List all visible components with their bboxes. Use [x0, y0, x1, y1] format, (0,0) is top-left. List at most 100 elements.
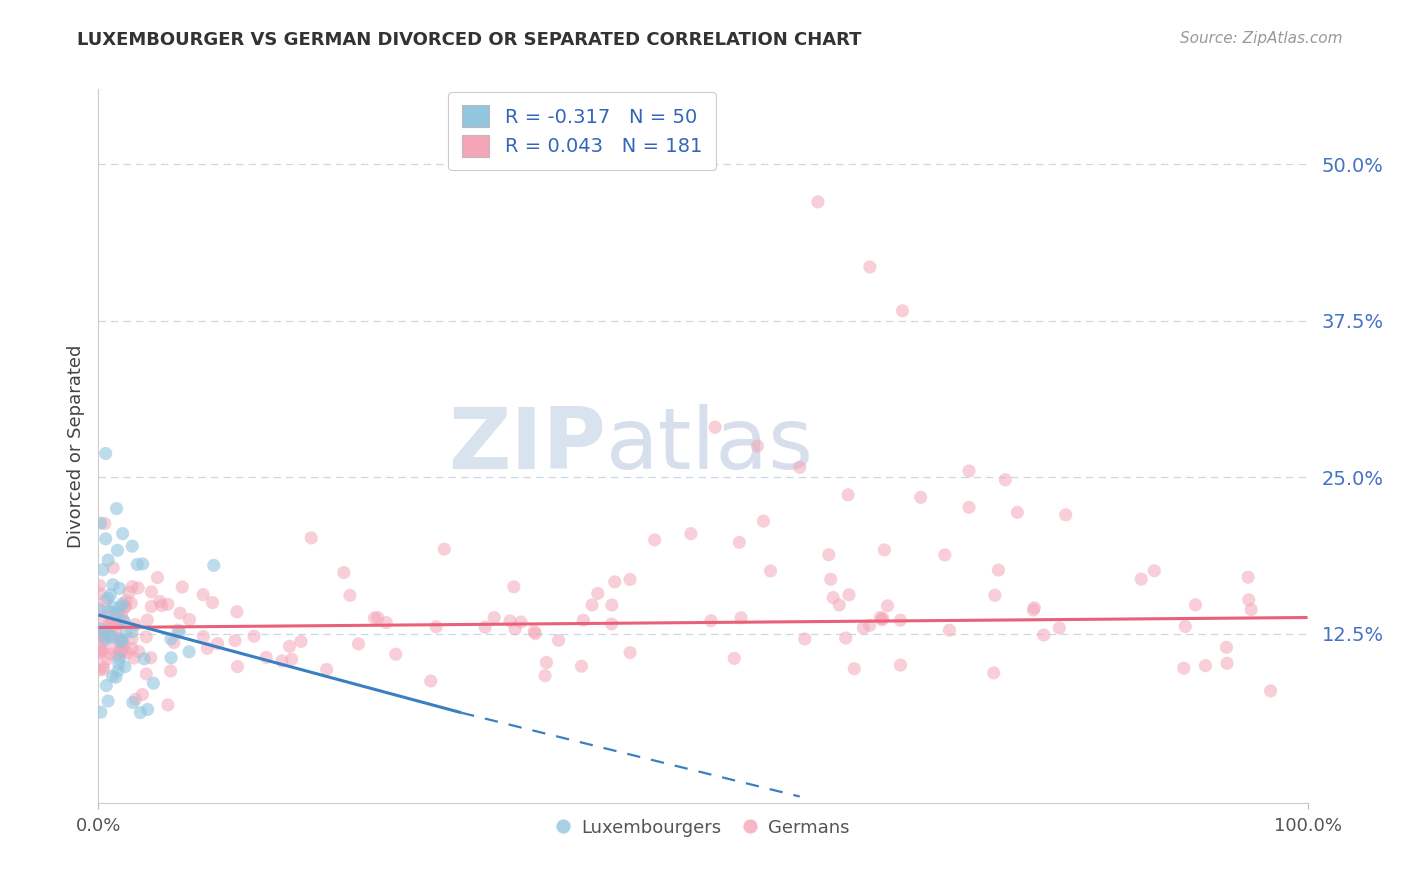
Point	[94, 516, 117, 531]
Text: ZIP: ZIP	[449, 404, 606, 488]
Point	[97, 694, 120, 708]
Point	[873, 542, 896, 557]
Point	[994, 473, 1017, 487]
Point	[91, 631, 114, 645]
Point	[131, 688, 153, 702]
Point	[600, 617, 623, 632]
Point	[127, 581, 149, 595]
Point	[139, 650, 162, 665]
Point	[1174, 619, 1197, 633]
Point	[89, 622, 111, 636]
Point	[510, 615, 533, 629]
Point	[107, 632, 129, 646]
Point	[179, 613, 201, 627]
Point	[96, 630, 118, 644]
Point	[101, 630, 124, 644]
Point	[100, 617, 122, 632]
Point	[121, 580, 143, 594]
Point	[103, 561, 125, 575]
Point	[124, 692, 146, 706]
Point	[110, 642, 132, 657]
Point	[807, 194, 830, 209]
Point	[1054, 508, 1077, 522]
Point	[100, 588, 122, 602]
Point	[876, 599, 898, 613]
Point	[820, 572, 842, 586]
Point	[93, 631, 115, 645]
Point	[120, 596, 142, 610]
Point	[844, 662, 866, 676]
Point	[111, 633, 134, 648]
Point	[536, 656, 558, 670]
Point	[114, 659, 136, 673]
Point	[644, 533, 666, 547]
Point	[700, 614, 723, 628]
Point	[112, 615, 135, 629]
Point	[1047, 621, 1070, 635]
Point	[503, 622, 526, 636]
Point	[600, 598, 623, 612]
Point	[150, 599, 173, 613]
Point	[1022, 603, 1045, 617]
Point	[110, 607, 132, 621]
Point	[114, 600, 136, 615]
Point	[419, 673, 441, 688]
Point	[122, 651, 145, 665]
Point	[581, 598, 603, 612]
Point	[838, 588, 860, 602]
Point	[105, 607, 128, 622]
Point	[94, 593, 117, 607]
Point	[1007, 505, 1029, 519]
Point	[107, 543, 129, 558]
Point	[723, 651, 745, 665]
Point	[121, 539, 143, 553]
Point	[159, 664, 181, 678]
Point	[823, 591, 845, 605]
Point	[93, 610, 115, 624]
Point	[142, 676, 165, 690]
Point	[111, 597, 134, 611]
Point	[1032, 628, 1054, 642]
Point	[1237, 570, 1260, 584]
Point	[837, 488, 859, 502]
Point	[547, 633, 569, 648]
Point	[163, 635, 186, 649]
Point	[523, 624, 546, 639]
Point	[89, 625, 111, 640]
Point	[384, 647, 406, 661]
Point	[156, 698, 179, 712]
Point	[101, 606, 124, 620]
Point	[474, 620, 496, 634]
Point	[315, 663, 337, 677]
Point	[169, 606, 191, 620]
Point	[983, 665, 1005, 680]
Point	[586, 586, 609, 600]
Point	[433, 542, 456, 557]
Point	[177, 645, 200, 659]
Legend: Luxembourgers, Germans: Luxembourgers, Germans	[548, 812, 858, 844]
Point	[149, 594, 172, 608]
Text: atlas: atlas	[606, 404, 814, 488]
Point	[572, 613, 595, 627]
Point	[191, 588, 214, 602]
Point	[193, 630, 215, 644]
Point	[502, 580, 524, 594]
Point	[987, 563, 1010, 577]
Point	[534, 668, 557, 682]
Point	[870, 613, 893, 627]
Point	[290, 634, 312, 648]
Point	[793, 632, 815, 646]
Point	[226, 605, 249, 619]
Point	[619, 573, 641, 587]
Point	[112, 636, 135, 650]
Point	[1143, 564, 1166, 578]
Point	[872, 612, 894, 626]
Point	[91, 659, 114, 673]
Point	[254, 650, 277, 665]
Point	[278, 640, 301, 654]
Point	[117, 646, 139, 660]
Point	[828, 598, 851, 612]
Point	[110, 644, 132, 658]
Point	[1260, 684, 1282, 698]
Point	[1215, 640, 1237, 655]
